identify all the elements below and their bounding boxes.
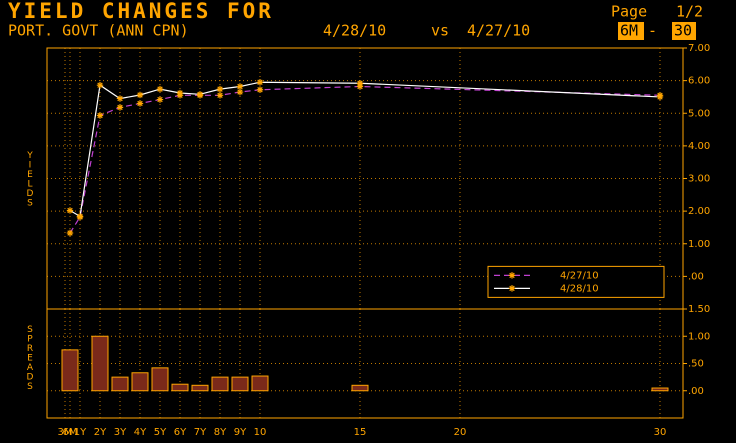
range-to[interactable]: 30 xyxy=(674,22,692,40)
x-tick-label: 5Y xyxy=(154,427,167,438)
y-tick-label: .00 xyxy=(688,386,704,397)
y-tick-label: 1.50 xyxy=(688,304,710,315)
series-marker xyxy=(66,229,74,237)
series-marker xyxy=(356,80,364,87)
series-marker xyxy=(256,86,264,93)
range-from[interactable]: 6M xyxy=(620,22,638,40)
series-marker xyxy=(236,83,244,90)
x-tick-label: 9Y xyxy=(234,427,247,438)
range-separator: - xyxy=(648,22,657,40)
x-tick-label: 4Y xyxy=(134,427,147,438)
spread-bar xyxy=(171,383,189,392)
x-tick-label: 6Y xyxy=(174,427,187,438)
x-tick-label: 7Y xyxy=(194,427,207,438)
spread-bar xyxy=(231,376,249,392)
x-tick-label: 15 xyxy=(354,427,367,438)
series-marker xyxy=(256,79,264,86)
x-tick-label: 3Y xyxy=(114,427,127,438)
x-tick-label: 3M xyxy=(58,427,73,438)
vs-label: vs xyxy=(431,22,449,40)
series-marker xyxy=(156,96,164,103)
spread-bar xyxy=(111,376,129,392)
spread-bar xyxy=(651,387,669,392)
spread-bar xyxy=(131,372,149,392)
y-tick-label: .00 xyxy=(688,271,704,282)
spread-bar xyxy=(151,367,169,392)
series-marker xyxy=(96,112,104,119)
x-tick-label: 20 xyxy=(454,427,467,438)
plot-frame xyxy=(46,308,684,419)
y-tick-label: 7.00 xyxy=(688,43,710,54)
y-tick-label: 5.00 xyxy=(688,108,710,119)
legend-marker xyxy=(508,285,516,292)
series-marker xyxy=(96,81,104,89)
series-marker xyxy=(356,83,364,90)
series-marker xyxy=(236,88,244,96)
series-marker xyxy=(656,93,664,101)
x-tick-label: 8Y xyxy=(214,427,227,438)
y-tick-label: 1.00 xyxy=(688,331,710,342)
series-marker xyxy=(176,89,184,97)
series-marker xyxy=(216,92,224,99)
screen-title: YIELD CHANGES FOR xyxy=(8,0,274,23)
date-current: 4/28/10 xyxy=(323,22,386,40)
spread-bar xyxy=(251,375,269,392)
page-number: 1/2 xyxy=(676,3,703,21)
legend-label: 4/27/10 xyxy=(560,270,599,281)
x-tick-label: 6M xyxy=(63,427,78,438)
series-marker xyxy=(216,85,224,93)
y-tick-label: .50 xyxy=(688,359,704,370)
date-compare: 4/27/10 xyxy=(467,22,530,40)
series-marker xyxy=(196,91,204,98)
series-marker xyxy=(76,213,84,220)
spread-bar xyxy=(191,384,209,392)
x-tick-label: 10 xyxy=(254,427,267,438)
series-line xyxy=(69,81,661,218)
legend-box xyxy=(487,265,665,298)
series-marker xyxy=(116,95,124,102)
y-tick-label: 3.00 xyxy=(688,174,710,185)
series-marker xyxy=(116,104,124,111)
y-tick-label: 4.00 xyxy=(688,141,710,152)
series-marker xyxy=(66,207,74,214)
series-marker xyxy=(136,100,144,107)
legend-label: 4/28/10 xyxy=(560,283,599,294)
x-tick-label: 2Y xyxy=(94,427,107,438)
x-tick-label: 30 xyxy=(654,427,667,438)
x-tick-label: 1Y xyxy=(74,427,87,438)
series-marker xyxy=(156,85,164,93)
security-name: PORT. GOVT (ANN CPN) xyxy=(8,22,189,40)
range-to-field[interactable] xyxy=(672,22,696,40)
spread-bar xyxy=(91,335,109,392)
spread-bar xyxy=(211,376,229,392)
y-tick-label: 1.00 xyxy=(688,239,710,250)
spread-bar xyxy=(351,384,369,392)
series-marker xyxy=(136,91,144,99)
legend-marker xyxy=(508,272,516,279)
spread-bar xyxy=(61,349,79,392)
page-label: Page xyxy=(611,3,647,21)
y-tick-label: 6.00 xyxy=(688,76,710,87)
y-tick-label: 2.00 xyxy=(688,206,710,217)
range-from-field[interactable] xyxy=(618,22,644,40)
